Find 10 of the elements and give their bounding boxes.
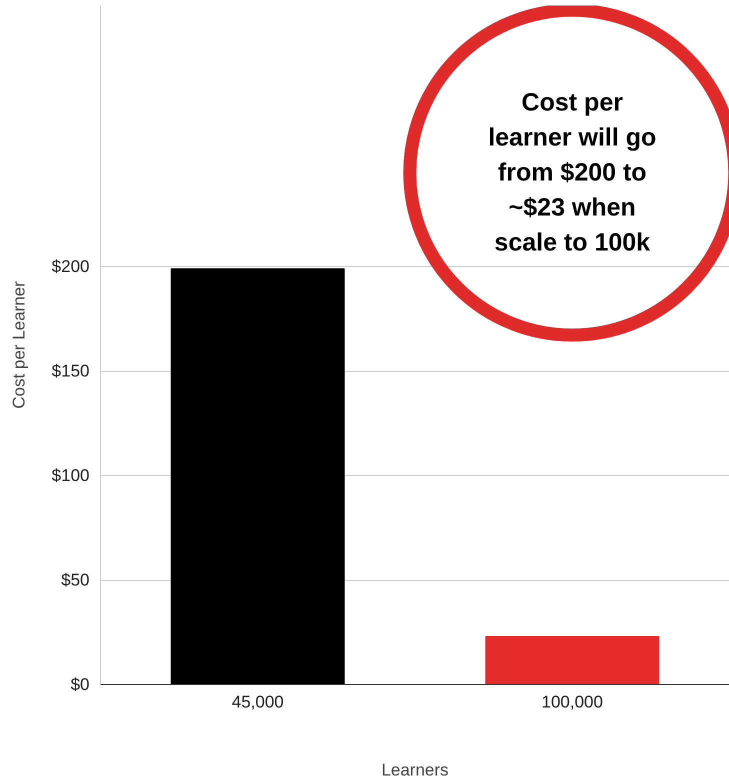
y-axis-title: Cost per Learner bbox=[10, 280, 29, 409]
annotation: Cost per learner will go from $200 to ~$23 when scale to 100k bbox=[488, 88, 656, 257]
x-axis-title: Learners bbox=[381, 760, 449, 780]
y-tick-label: $0 bbox=[70, 675, 90, 694]
x-tick-label: 100,000 bbox=[542, 692, 603, 712]
y-tick-label: $100 bbox=[52, 466, 90, 486]
y-tick-label: $150 bbox=[52, 362, 90, 381]
x-tick-label: 45,000 bbox=[232, 692, 284, 712]
y-tick-label: $200 bbox=[52, 257, 90, 276]
y-tick-label: $50 bbox=[61, 570, 90, 590]
